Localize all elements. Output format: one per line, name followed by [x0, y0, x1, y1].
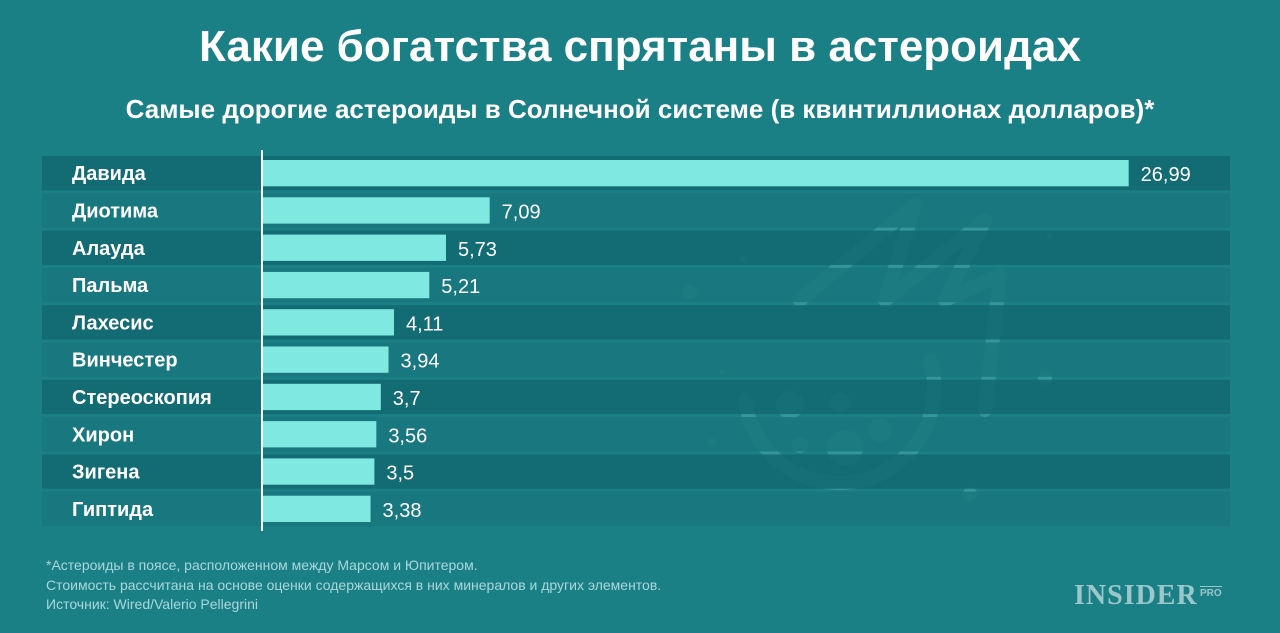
data-label: 4,11	[406, 313, 443, 335]
brand-logo: INSIDER	[1074, 580, 1198, 611]
data-label: 3,38	[383, 500, 422, 522]
data-label: 3,5	[386, 463, 414, 485]
category-label: Давида	[72, 163, 147, 185]
row-band	[42, 379, 1230, 415]
row-band	[42, 267, 1230, 303]
bar	[262, 271, 430, 299]
row-band	[42, 417, 1230, 452]
data-label: 5,21	[441, 276, 480, 298]
data-label: 5,73	[458, 239, 497, 261]
category-label: Винчестер	[72, 350, 178, 372]
chart-title: Какие богатства спрятаны в астероидах	[199, 22, 1081, 71]
bar	[262, 309, 394, 336]
data-label: 3,56	[388, 425, 427, 447]
footnote-source: Источник: Wired/Valerio Pellegrini	[46, 596, 259, 612]
category-label: Пальма	[72, 275, 149, 297]
bar	[262, 234, 446, 261]
data-label: 3,94	[401, 351, 440, 373]
footnote-method: Стоимость рассчитана на основе оценки со…	[46, 576, 662, 593]
bar	[262, 346, 389, 373]
bar	[262, 458, 375, 485]
row-band	[42, 454, 1230, 489]
data-label: 7,09	[502, 201, 541, 223]
category-label: Стереоскопия	[72, 387, 212, 409]
row-band	[42, 193, 1230, 228]
category-label: Лахесис	[72, 312, 154, 334]
category-label: Зигена	[72, 462, 140, 484]
category-label: Гиптида	[72, 499, 154, 521]
bar	[262, 383, 381, 411]
footnotes: *Астероиды в поясе, расположенном между …	[46, 556, 661, 615]
data-label: 3,7	[393, 388, 421, 410]
row-band	[42, 342, 1230, 377]
row-band	[42, 230, 1230, 265]
category-label: Хирон	[72, 424, 134, 446]
data-label: 26,99	[1141, 164, 1191, 186]
footnote-asterisk: *Астероиды в поясе, расположенном между …	[46, 557, 478, 573]
category-label: Диотима	[72, 200, 159, 222]
row-band	[42, 491, 1230, 526]
row-band	[42, 305, 1230, 340]
bar	[262, 160, 1129, 187]
bar	[262, 495, 371, 522]
bar	[262, 421, 377, 448]
chart-subtitle: Самые дорогие астероиды в Солнечной сист…	[125, 94, 1155, 124]
bar	[262, 197, 490, 224]
brand-logo-suffix: PRO	[1200, 586, 1222, 599]
category-label: Алауда	[72, 238, 146, 260]
